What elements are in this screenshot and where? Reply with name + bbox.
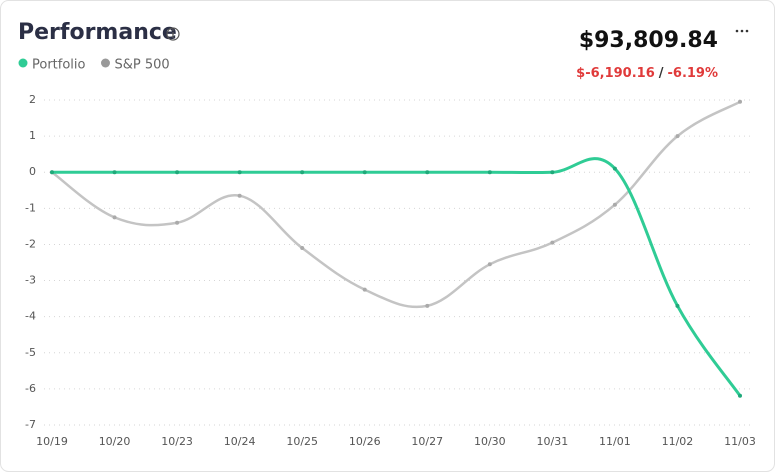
data-point — [175, 220, 180, 225]
info-icon[interactable] — [166, 27, 180, 41]
y-tick-label: 1 — [29, 129, 36, 142]
x-tick-label: 10/26 — [349, 435, 381, 448]
data-point — [487, 170, 492, 175]
data-point — [175, 170, 180, 175]
y-tick-label: -1 — [25, 201, 36, 214]
data-point — [112, 215, 117, 220]
y-tick-label: -3 — [25, 274, 36, 287]
separator: / — [659, 66, 664, 81]
x-tick-label: 10/19 — [36, 435, 68, 448]
x-tick-label: 10/20 — [99, 435, 131, 448]
data-point — [425, 303, 430, 308]
legend-marker — [100, 58, 110, 68]
series-line — [51, 100, 741, 309]
legend-label: Portfolio — [32, 58, 86, 73]
data-point — [487, 262, 492, 267]
x-tick-label: 10/31 — [537, 435, 569, 448]
data-point — [112, 170, 117, 175]
data-point — [612, 202, 617, 207]
data-point — [362, 287, 367, 292]
data-point — [612, 166, 617, 171]
legend: Portfolio S&P 500 — [18, 58, 170, 73]
data-point — [300, 170, 305, 175]
change: $-6,190.16 — [576, 66, 655, 81]
portfolio-value: $93,809.84 — [579, 28, 718, 53]
y-tick-label: -7 — [25, 418, 36, 431]
legend-marker — [18, 58, 28, 68]
x-tick-label: 10/30 — [474, 435, 506, 448]
y-tick-label: 0 — [29, 165, 36, 178]
y-tick-label: -5 — [25, 346, 36, 359]
change-pct: -6.19% — [668, 66, 719, 81]
x-tick-label: 10/25 — [286, 435, 318, 448]
menu-icon[interactable] — [735, 29, 749, 33]
data-point — [50, 170, 54, 175]
title: Performance — [18, 20, 177, 45]
y-tick-label: -4 — [25, 310, 36, 323]
data-point — [237, 170, 242, 175]
y-tick-label: -6 — [25, 382, 36, 395]
legend-label: S&P 500 — [114, 58, 169, 73]
data-point — [738, 99, 742, 104]
y-tick-label: 2 — [29, 93, 36, 106]
data-point — [550, 240, 555, 245]
data-point — [300, 246, 305, 251]
data-point — [675, 134, 680, 139]
plot: 2 1 0 -1 -2 -3 -4 -5 -6 -710/19 10/20 10/23 10/24 10/… — [25, 93, 756, 448]
x-tick-label: 10/27 — [411, 435, 443, 448]
data-point — [425, 170, 430, 175]
change-line: $-6,190.16 / -6.19% — [576, 66, 718, 81]
x-tick-label: 11/03 — [724, 435, 756, 448]
data-point — [738, 393, 742, 398]
data-point — [362, 170, 367, 175]
x-tick-label: 11/01 — [599, 435, 631, 448]
data-point — [237, 193, 242, 198]
x-tick-label: 11/02 — [662, 435, 694, 448]
data-point — [550, 170, 555, 175]
x-tick-label: 10/24 — [224, 435, 256, 448]
data-point — [675, 303, 680, 308]
y-tick-label: -2 — [25, 237, 36, 250]
x-tick-label: 10/23 — [161, 435, 193, 448]
